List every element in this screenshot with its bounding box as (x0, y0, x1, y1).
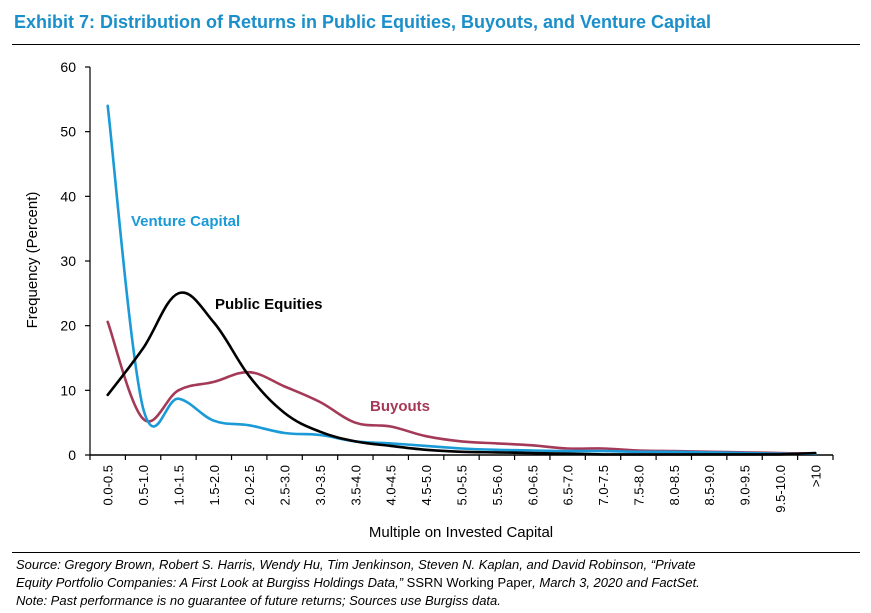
x-tick-label: 0.5-1.0 (136, 465, 151, 505)
x-tick-label: 8.0-8.5 (667, 465, 682, 505)
x-tick-label: 6.5-7.0 (561, 465, 576, 505)
y-axis: 0 10 20 30 40 50 60 (60, 59, 91, 463)
bottom-divider (12, 552, 860, 553)
x-tick-label: 1.0-1.5 (171, 465, 186, 505)
x-tick-label: 4.5-5.0 (419, 465, 434, 505)
x-tick-label: 7.0-7.5 (596, 465, 611, 505)
top-divider (12, 44, 860, 45)
x-tick-label: 6.0-6.5 (525, 465, 540, 505)
y-axis-label: Frequency (Percent) (24, 192, 41, 329)
y-tick-label: 60 (60, 59, 76, 75)
x-tick-label: >10 (808, 465, 823, 487)
y-tick-label: 20 (60, 318, 76, 334)
source-line-1: Source: Gregory Brown, Robert S. Harris,… (16, 557, 696, 572)
source-note: Source: Gregory Brown, Robert S. Harris,… (16, 556, 864, 610)
x-tick-label: 8.5-9.0 (702, 465, 717, 505)
x-tick-label: 5.0-5.5 (455, 465, 470, 505)
y-tick-label: 30 (60, 253, 76, 269)
x-tick-label: 4.0-4.5 (384, 465, 399, 505)
series-line-buyouts (106, 320, 817, 455)
series-line-public-equities (106, 291, 817, 456)
x-axis-label: Multiple on Invested Capital (369, 524, 553, 541)
x-tick-label: 1.5-2.0 (207, 465, 222, 505)
y-tick-label: 0 (68, 447, 76, 463)
x-tick-label: 5.5-6.0 (490, 465, 505, 505)
x-tick-label: 9.0-9.5 (738, 465, 753, 505)
y-tick-label: 40 (60, 188, 76, 204)
annotation-public-equities: Public Equities (215, 296, 323, 313)
x-tick-label: 3.0-3.5 (313, 465, 328, 505)
x-tick-label: 2.5-3.0 (278, 465, 293, 505)
x-tick-label: 0.0-0.5 (101, 465, 116, 505)
x-tick-label: 3.5-4.0 (348, 465, 363, 505)
annotation-venture-capital: Venture Capital (131, 213, 240, 230)
chart-canvas: 0 10 20 30 40 50 60 0.0-0.5 0.5-1.0 1.0-1.5 1.5-2… (24, 59, 834, 541)
chart-title: Exhibit 7: Distribution of Returns in Pu… (14, 12, 712, 32)
source-line-2a: Equity Portfolio Companies: A First Look… (16, 575, 404, 590)
x-tick-label: 9.5-10.0 (773, 465, 788, 513)
series-lines (106, 104, 817, 456)
series-annotations: Venture Capital Public Equities Buyouts (131, 213, 430, 415)
y-tick-label: 10 (60, 382, 76, 398)
note-line: Note: Past performance is no guarantee o… (16, 593, 501, 608)
source-line-2c: , March 3, 2020 and FactSet. (532, 575, 700, 590)
x-axis: 0.0-0.5 0.5-1.0 1.0-1.5 1.5-2.0 2.0-2.5 2.5-3… (89, 454, 834, 513)
annotation-buyouts: Buyouts (370, 398, 430, 415)
series-line-venture-capital (106, 104, 817, 456)
source-line-2b: SSRN Working Paper (403, 575, 533, 590)
x-tick-label: 7.5-8.0 (631, 465, 646, 505)
y-tick-label: 50 (60, 124, 76, 140)
x-tick-label: 2.0-2.5 (242, 465, 257, 505)
